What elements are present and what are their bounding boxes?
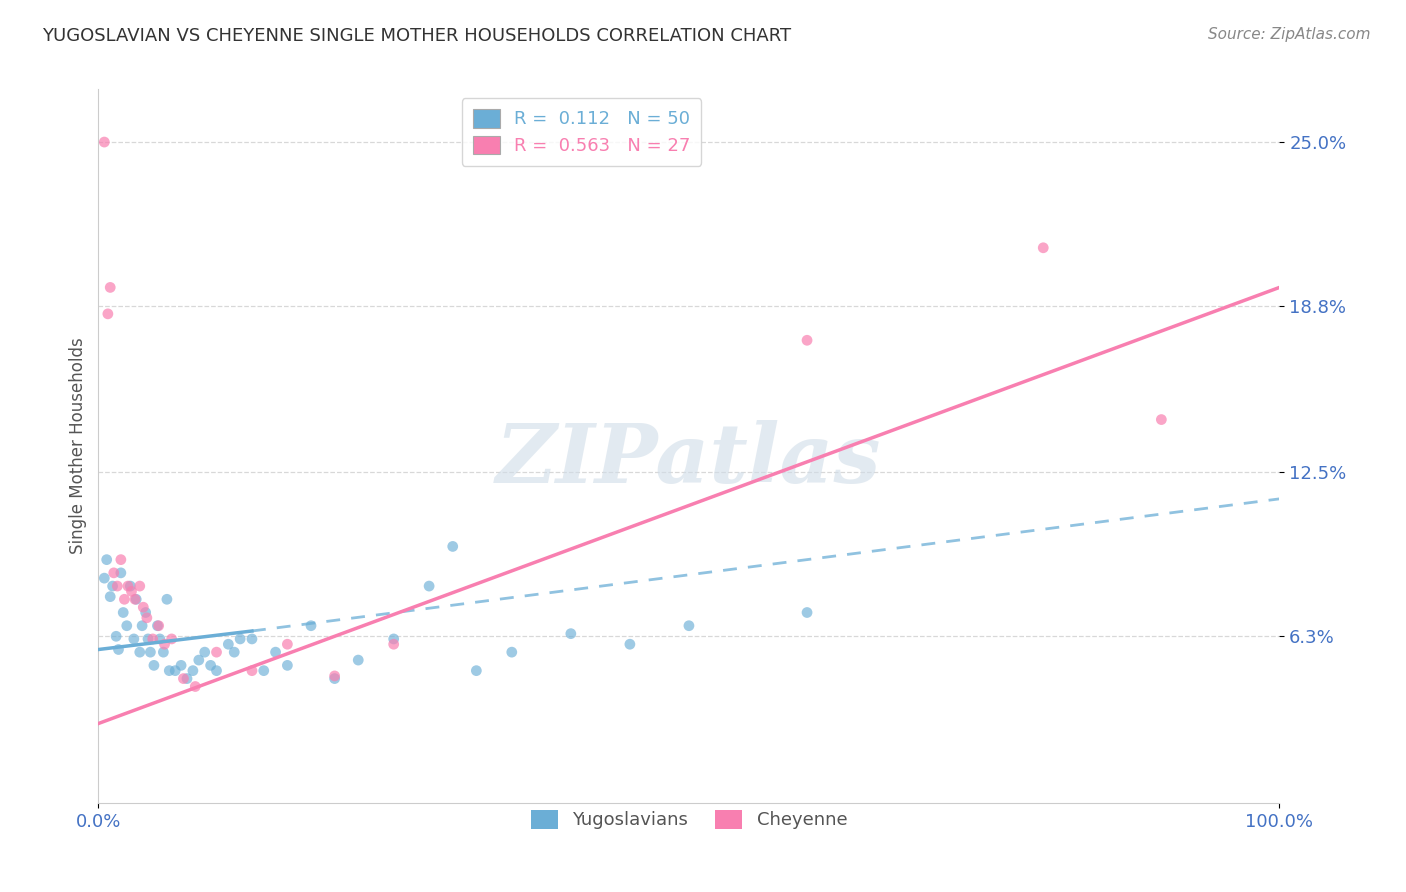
Point	[184, 680, 207, 694]
Point	[678, 618, 700, 632]
Point	[128, 645, 150, 659]
Point	[135, 611, 157, 625]
Point	[135, 606, 157, 620]
Y-axis label: Single Mother Households: Single Mother Households	[69, 338, 87, 554]
Point	[110, 552, 132, 566]
Point	[157, 664, 180, 678]
Point	[128, 579, 150, 593]
Point	[105, 579, 128, 593]
Point	[117, 579, 139, 593]
Point	[172, 672, 194, 686]
Point	[148, 618, 170, 632]
Point	[187, 653, 209, 667]
Point	[217, 637, 239, 651]
Text: ZIPatlas: ZIPatlas	[496, 420, 882, 500]
Point	[153, 637, 176, 651]
Point	[142, 658, 165, 673]
Point	[152, 645, 174, 659]
Point	[131, 618, 153, 632]
Point	[132, 600, 155, 615]
Point	[796, 606, 818, 620]
Legend: Yugoslavians, Cheyenne: Yugoslavians, Cheyenne	[523, 803, 855, 837]
Text: Source: ZipAtlas.com: Source: ZipAtlas.com	[1208, 27, 1371, 42]
Point	[276, 658, 298, 673]
Point	[205, 645, 228, 659]
Point	[165, 664, 187, 678]
Point	[240, 664, 263, 678]
Point	[382, 637, 405, 651]
Point	[194, 645, 217, 659]
Point	[107, 642, 129, 657]
Point	[160, 632, 183, 646]
Text: YUGOSLAVIAN VS CHEYENNE SINGLE MOTHER HOUSEHOLDS CORRELATION CHART: YUGOSLAVIAN VS CHEYENNE SINGLE MOTHER HO…	[42, 27, 792, 45]
Point	[124, 592, 146, 607]
Point	[299, 618, 322, 632]
Point	[122, 632, 145, 646]
Point	[170, 658, 193, 673]
Point	[323, 672, 346, 686]
Point	[264, 645, 287, 659]
Point	[418, 579, 440, 593]
Point	[276, 637, 298, 651]
Point	[560, 626, 582, 640]
Point	[93, 135, 115, 149]
Point	[112, 606, 135, 620]
Point	[200, 658, 222, 673]
Point	[149, 632, 172, 646]
Point	[224, 645, 246, 659]
Point	[253, 664, 276, 678]
Point	[176, 672, 198, 686]
Point	[103, 566, 125, 580]
Point	[121, 584, 143, 599]
Point	[139, 645, 162, 659]
Point	[156, 592, 179, 607]
Point	[1150, 412, 1173, 426]
Point	[136, 632, 159, 646]
Point	[112, 592, 135, 607]
Point	[120, 579, 142, 593]
Point	[441, 540, 464, 554]
Point	[501, 645, 523, 659]
Point	[323, 669, 346, 683]
Point	[97, 307, 120, 321]
Point	[205, 664, 228, 678]
Point	[465, 664, 488, 678]
Point	[1032, 241, 1054, 255]
Point	[146, 618, 169, 632]
Point	[229, 632, 252, 646]
Point	[98, 280, 121, 294]
Point	[125, 592, 148, 607]
Point	[101, 579, 124, 593]
Point	[93, 571, 115, 585]
Point	[96, 552, 118, 566]
Point	[115, 618, 138, 632]
Point	[796, 333, 818, 347]
Point	[347, 653, 370, 667]
Point	[105, 629, 128, 643]
Point	[142, 632, 165, 646]
Point	[619, 637, 641, 651]
Point	[181, 664, 204, 678]
Point	[382, 632, 405, 646]
Point	[98, 590, 121, 604]
Point	[110, 566, 132, 580]
Point	[240, 632, 263, 646]
